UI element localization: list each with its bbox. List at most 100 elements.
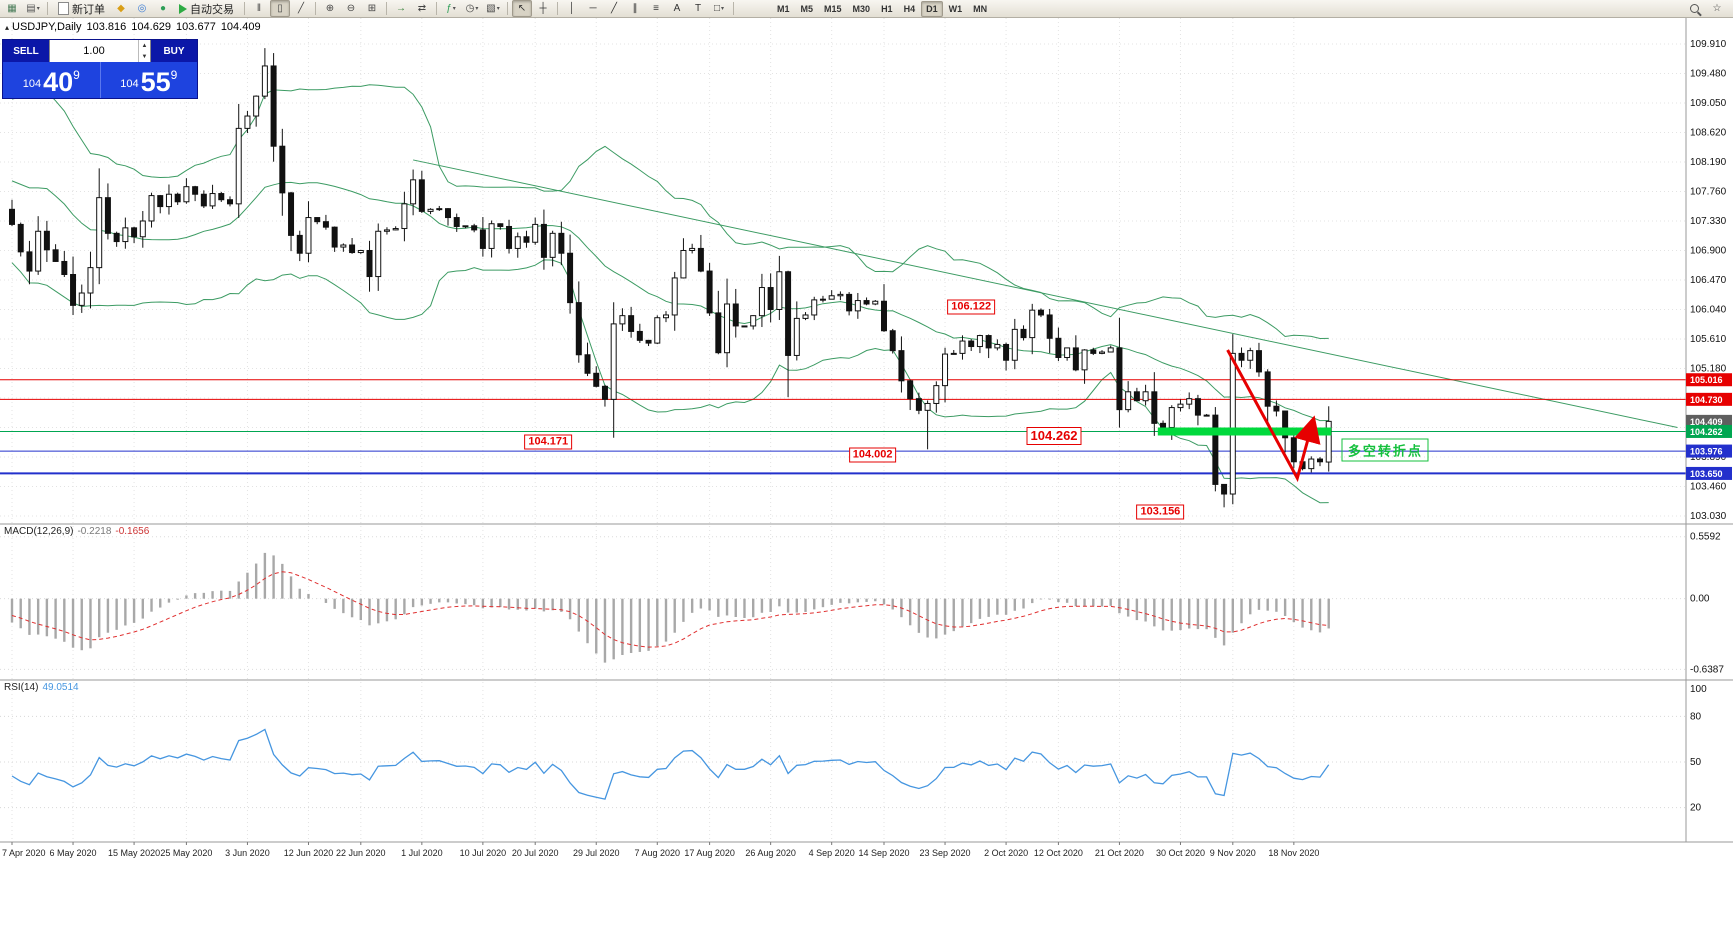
horizontal-line-objects[interactable] bbox=[0, 379, 1686, 475]
macd-signal-line bbox=[11, 571, 1329, 648]
bollinger-bands bbox=[11, 84, 1329, 504]
toolbar-separator bbox=[244, 2, 245, 15]
new-chart-icon[interactable]: ▦ bbox=[7, 3, 17, 14]
shapes-icon[interactable]: □ ▾ bbox=[713, 3, 725, 14]
toolbar-group-indicators: ƒ ▾ ◷ ▾ ▧ ▾ bbox=[441, 0, 503, 17]
timeframe-button-W1[interactable]: W1 bbox=[948, 3, 963, 14]
vertical-line-icon[interactable]: │ bbox=[568, 3, 576, 14]
sell-price[interactable]: 104 40 9 bbox=[3, 62, 100, 98]
auto-scroll-icon[interactable]: → bbox=[396, 3, 406, 14]
sell-button[interactable]: SELL bbox=[3, 40, 49, 62]
search-icon[interactable] bbox=[1684, 0, 1704, 17]
svg-text:7 Apr 2020: 7 Apr 2020 bbox=[2, 848, 46, 858]
svg-text:103.460: 103.460 bbox=[1690, 481, 1727, 492]
line-chart-icon[interactable]: ╱ bbox=[297, 3, 305, 14]
text-icon[interactable]: A bbox=[673, 3, 681, 14]
chevron-down-icon: ▾ bbox=[496, 6, 500, 12]
svg-text:106.040: 106.040 bbox=[1690, 304, 1727, 315]
timeframe-button-M5[interactable]: M5 bbox=[800, 3, 814, 14]
strategy-tester-icon[interactable]: ◎ bbox=[137, 3, 147, 14]
tile-windows-icon[interactable]: ⊞ bbox=[367, 3, 377, 14]
svg-text:26 Aug 2020: 26 Aug 2020 bbox=[745, 848, 796, 858]
zoom-in-icon[interactable]: ⊕ bbox=[325, 3, 335, 14]
volume-field[interactable]: 1.00 ▲ ▼ bbox=[49, 40, 151, 62]
buy-button[interactable]: BUY bbox=[151, 40, 197, 62]
volume-up-icon[interactable]: ▲ bbox=[141, 42, 148, 49]
timeframe-button-H1[interactable]: H1 bbox=[881, 3, 893, 14]
macd-label: MACD(12,26,9) -0.2218 -0.1656 bbox=[4, 526, 153, 537]
new-order-icon bbox=[58, 2, 69, 15]
timeframe-button-M15[interactable]: M15 bbox=[824, 3, 842, 14]
timeframe-button-H4[interactable]: H4 bbox=[903, 3, 916, 14]
svg-text:1 Jul 2020: 1 Jul 2020 bbox=[401, 848, 443, 858]
periods-icon[interactable]: ◷ ▾ bbox=[465, 3, 479, 14]
price-tag bbox=[1686, 466, 1732, 480]
svg-text:29 Jul 2020: 29 Jul 2020 bbox=[573, 848, 620, 858]
metaeditor-icon[interactable]: ◆ bbox=[117, 3, 125, 14]
sell-price-sup: 9 bbox=[73, 68, 80, 82]
volume-spinner[interactable]: ▲ ▼ bbox=[138, 40, 150, 62]
svg-text:107.330: 107.330 bbox=[1690, 216, 1727, 227]
text-label-icon[interactable]: T bbox=[694, 3, 702, 14]
bollinger-upper bbox=[11, 84, 1329, 340]
horizontal-line-icon[interactable]: ─ bbox=[589, 3, 597, 14]
toolbar-group-scroll: → ⇄ bbox=[391, 0, 432, 17]
zoom-out-icon[interactable]: ⊖ bbox=[346, 3, 356, 14]
collapse-triangle-icon: ▴ bbox=[5, 23, 10, 32]
svg-text:107.760: 107.760 bbox=[1690, 186, 1727, 197]
sell-price-big: 40 bbox=[43, 67, 74, 97]
timeframe-button-MN[interactable]: MN bbox=[973, 3, 988, 14]
fibonacci-icon[interactable]: ≡ bbox=[653, 3, 659, 14]
toolbar-separator bbox=[557, 2, 558, 15]
chart-profiles-icon[interactable]: ▤ ▾ bbox=[26, 3, 40, 14]
indicators-icon[interactable]: ƒ ▾ bbox=[446, 3, 456, 14]
svg-text:105.180: 105.180 bbox=[1690, 363, 1727, 374]
cursor-icon[interactable]: ↖ bbox=[512, 0, 532, 17]
volume-value[interactable]: 1.00 bbox=[83, 45, 105, 57]
toolbar-group-right: ☆ bbox=[1684, 0, 1731, 17]
svg-text:0.5592: 0.5592 bbox=[1690, 532, 1721, 543]
buy-price-prefix: 104 bbox=[120, 78, 139, 90]
svg-text:103.030: 103.030 bbox=[1690, 511, 1727, 522]
bar-chart-icon[interactable]: ‖ bbox=[256, 3, 262, 14]
timeframe-button-M30[interactable]: M30 bbox=[852, 3, 871, 14]
svg-text:50: 50 bbox=[1690, 757, 1702, 768]
macd-grid bbox=[0, 536, 1686, 670]
svg-text:23 Sep 2020: 23 Sep 2020 bbox=[920, 848, 971, 858]
crosshair-icon[interactable]: ┼ bbox=[539, 3, 547, 14]
macd-value-signal: -0.1656 bbox=[115, 526, 150, 537]
svg-text:109.480: 109.480 bbox=[1690, 68, 1727, 79]
timeframe-toolbar: M1 M5 M15 M30 H1 H4 D1 W1 MN bbox=[772, 0, 992, 17]
market-icon[interactable]: ● bbox=[159, 3, 167, 14]
chart-area[interactable]: 109.910 109.480 109.050 108.620 108.190 107.7… bbox=[0, 18, 1733, 944]
sell-price-prefix: 104 bbox=[22, 78, 42, 90]
svg-text:25 May 2020: 25 May 2020 bbox=[160, 848, 212, 858]
candlestick-chart-icon[interactable]: ▯ bbox=[270, 0, 290, 17]
svg-text:80: 80 bbox=[1690, 711, 1702, 722]
price-tag bbox=[1686, 424, 1732, 438]
svg-text:108.620: 108.620 bbox=[1690, 127, 1727, 138]
chart-shift-icon[interactable]: ⇄ bbox=[417, 3, 427, 14]
ohlc-low: 103.677 bbox=[176, 21, 216, 33]
macd-value-main: -0.2218 bbox=[77, 526, 112, 537]
buy-price[interactable]: 104 55 9 bbox=[99, 62, 198, 98]
svg-text:104.409: 104.409 bbox=[1690, 417, 1723, 427]
svg-text:10 Jul 2020: 10 Jul 2020 bbox=[460, 848, 507, 858]
timeframe-button-D1[interactable]: D1 bbox=[921, 0, 943, 17]
main-toolbar: ▦ ▤ ▾ 新订单 ◆ ◎ ● 自动交易 ‖ ▯ ╱ ⊕ ⊖ ⊞ → ⇄ ƒ ▾ ◷ ▾ ▧ ▾ ↖ ┼ │ ─… bbox=[0, 0, 1733, 18]
trendline-icon[interactable]: ╱ bbox=[610, 3, 618, 14]
volume-down-icon[interactable]: ▼ bbox=[141, 53, 148, 60]
new-order-label: 新订单 bbox=[72, 3, 105, 16]
channel-icon[interactable]: ∥ bbox=[632, 3, 638, 14]
svg-text:106.470: 106.470 bbox=[1690, 275, 1727, 286]
templates-icon[interactable]: ▧ ▾ bbox=[486, 3, 500, 14]
timeframe-button-M1[interactable]: M1 bbox=[777, 3, 790, 14]
toolbar-group-zoom: ⊕ ⊖ ⊞ bbox=[320, 0, 382, 17]
reversal-arrow[interactable] bbox=[1226, 349, 1321, 483]
favorites-icon[interactable]: ☆ bbox=[1712, 3, 1722, 14]
autotrading-button[interactable]: 自动交易 bbox=[173, 0, 240, 17]
descending-trendline[interactable] bbox=[413, 159, 1678, 428]
new-order-button[interactable]: 新订单 bbox=[52, 0, 111, 17]
date-axis[interactable]: 7 Apr 2020 6 May 2020 15 May 2020 25 May 20… bbox=[2, 842, 1319, 858]
